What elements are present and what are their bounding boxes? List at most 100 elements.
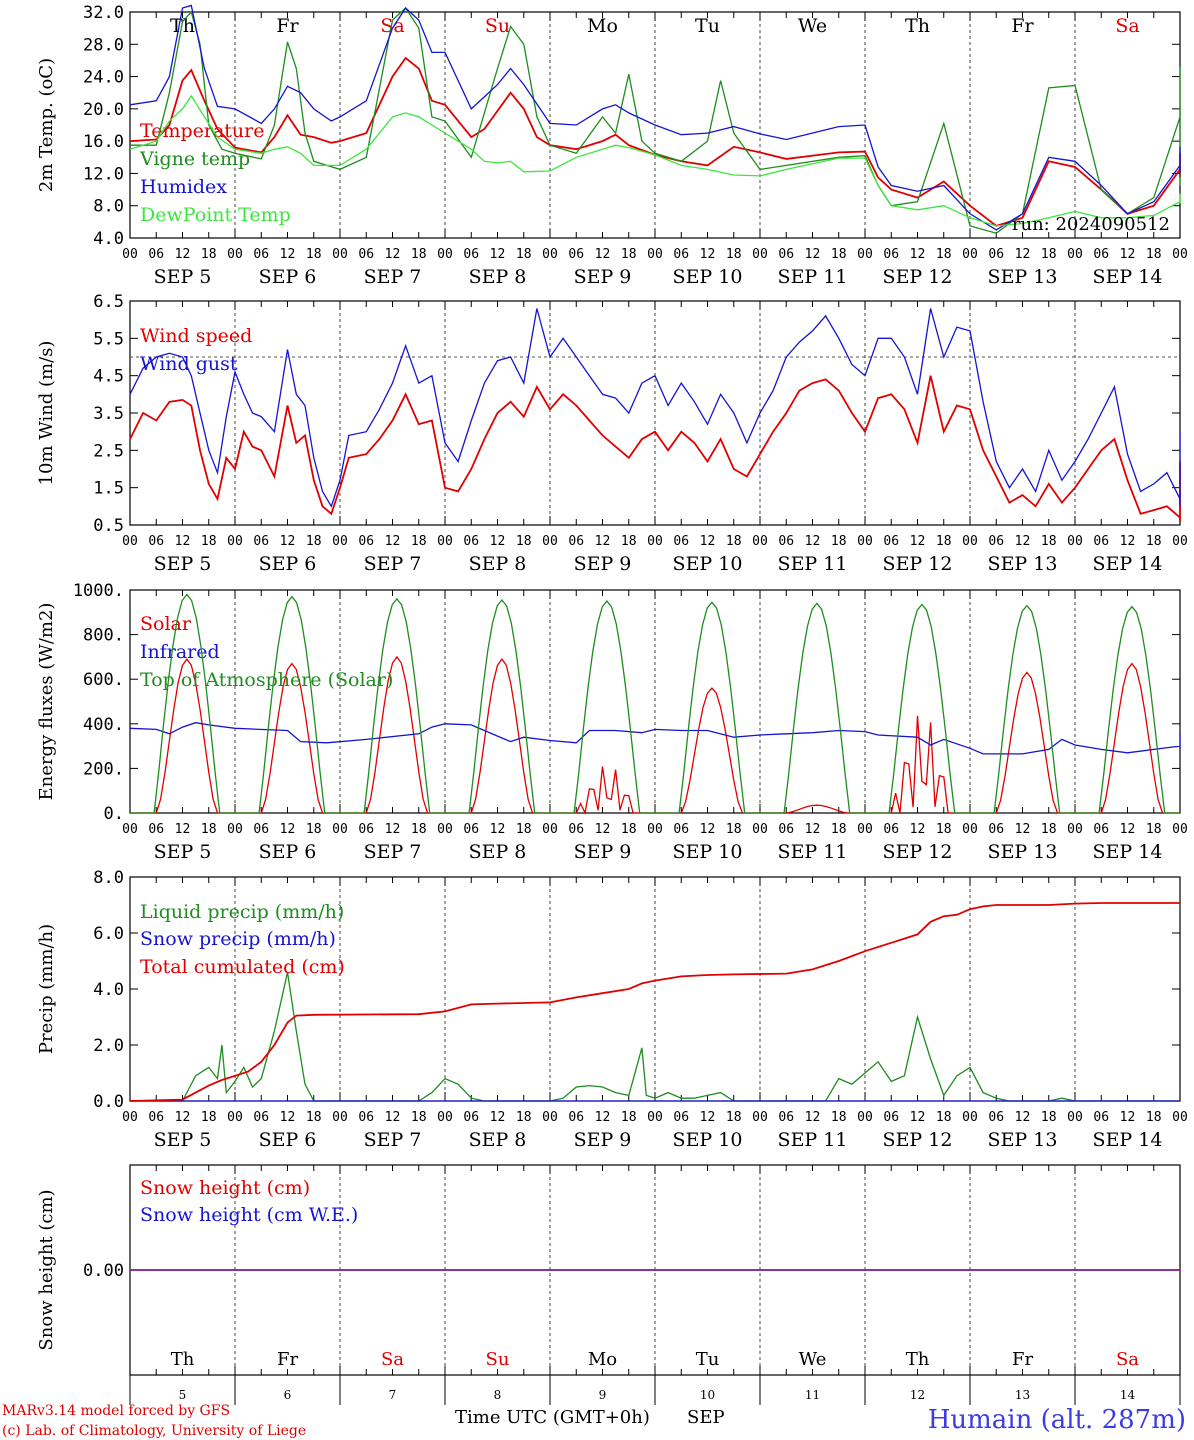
legend-entry: Liquid precip (mm/h) bbox=[140, 901, 344, 923]
hour-tick-label: 06 bbox=[463, 822, 479, 837]
hour-tick-label: 12 bbox=[700, 247, 716, 262]
hour-tick-label: 00 bbox=[1172, 534, 1188, 549]
hour-tick-label: 00 bbox=[437, 1110, 453, 1125]
day-number: 14 bbox=[1120, 1388, 1136, 1402]
hour-tick-label: 00 bbox=[647, 247, 663, 262]
hour-tick-label: 12 bbox=[595, 534, 611, 549]
hour-tick-label: 12 bbox=[490, 534, 506, 549]
hour-tick-label: 12 bbox=[805, 1110, 821, 1125]
hour-tick-label: 18 bbox=[306, 247, 322, 262]
hour-tick-label: 18 bbox=[411, 1110, 427, 1125]
hour-tick-label: 06 bbox=[1093, 1110, 1109, 1125]
hour-tick-label: 12 bbox=[595, 1110, 611, 1125]
hour-tick-label: 12 bbox=[595, 247, 611, 262]
day-name: Sa bbox=[381, 1349, 404, 1370]
hour-tick-label: 00 bbox=[437, 247, 453, 262]
y-tick-label: 400. bbox=[83, 715, 124, 735]
hour-tick-label: 18 bbox=[201, 1110, 217, 1125]
panel-3: 0. 200. 400. 600. 800. 1000. Energy fluxes (W/… bbox=[36, 581, 1188, 863]
hour-tick-label: 00 bbox=[962, 822, 978, 837]
legend-entry: Infrared bbox=[140, 641, 220, 663]
y-tick-label: 8.0 bbox=[93, 197, 124, 217]
hour-tick-label: 00 bbox=[542, 822, 558, 837]
hour-tick-label: 06 bbox=[358, 1110, 374, 1125]
hour-tick-label: 18 bbox=[726, 534, 742, 549]
y-tick-label: 28.0 bbox=[83, 35, 124, 55]
hour-tick-label: 12 bbox=[1120, 247, 1136, 262]
hour-tick-label: 06 bbox=[1093, 822, 1109, 837]
hour-tick-label: 00 bbox=[122, 534, 138, 549]
hour-tick-label: 06 bbox=[883, 534, 899, 549]
station-name: Humain (alt. 287m) bbox=[928, 1405, 1186, 1435]
hour-tick-label: 06 bbox=[358, 534, 374, 549]
hour-tick-label: 12 bbox=[910, 822, 926, 837]
hour-tick-label: 18 bbox=[831, 1110, 847, 1125]
hour-tick-label: 00 bbox=[542, 247, 558, 262]
hour-tick-label: 12 bbox=[175, 247, 191, 262]
y-tick-label: 3.5 bbox=[93, 404, 124, 424]
hour-tick-label: 06 bbox=[778, 1110, 794, 1125]
hour-tick-label: 00 bbox=[1067, 247, 1083, 262]
hour-tick-label: 12 bbox=[280, 534, 296, 549]
hour-tick-label: 06 bbox=[148, 534, 164, 549]
day-name: Th bbox=[905, 15, 930, 37]
legend-entry: Wind speed bbox=[140, 325, 252, 347]
hour-tick-label: 06 bbox=[148, 1110, 164, 1125]
y-tick-label: 5.5 bbox=[93, 329, 124, 349]
date-label: SEP 14 bbox=[1093, 841, 1163, 863]
y-axis-title: 10m Wind (m/s) bbox=[36, 341, 57, 486]
hour-tick-label: 12 bbox=[490, 1110, 506, 1125]
hour-tick-label: 06 bbox=[148, 822, 164, 837]
hour-tick-label: 18 bbox=[201, 534, 217, 549]
legend-entry: Total cumulated (cm) bbox=[140, 956, 345, 978]
hour-tick-label: 18 bbox=[831, 822, 847, 837]
hour-tick-label: 18 bbox=[831, 534, 847, 549]
day-number: 5 bbox=[179, 1388, 187, 1402]
legend-entry: DewPoint Temp bbox=[140, 204, 291, 226]
series-line-1 bbox=[129, 308, 1181, 508]
hour-tick-label: 00 bbox=[227, 534, 243, 549]
panel-2: 0.5 1.5 2.5 3.5 4.5 5.5 6.5 10m Wind (m/s) Wind … bbox=[36, 292, 1188, 575]
hour-tick-label: 18 bbox=[1041, 1110, 1057, 1125]
date-label: SEP 5 bbox=[154, 1129, 212, 1151]
hour-tick-label: 12 bbox=[1015, 822, 1031, 837]
date-label: SEP 13 bbox=[988, 1129, 1058, 1151]
hour-tick-label: 18 bbox=[1041, 534, 1057, 549]
y-tick-label: 4.5 bbox=[93, 367, 124, 387]
hour-tick-label: 18 bbox=[306, 822, 322, 837]
hour-tick-label: 18 bbox=[831, 247, 847, 262]
hour-tick-label: 06 bbox=[253, 247, 269, 262]
hour-tick-label: 06 bbox=[673, 534, 689, 549]
hour-tick-label: 18 bbox=[1146, 822, 1162, 837]
y-tick-label: 1000. bbox=[73, 581, 124, 601]
hour-tick-label: 06 bbox=[778, 247, 794, 262]
day-number: 13 bbox=[1015, 1388, 1030, 1402]
hour-tick-label: 06 bbox=[673, 822, 689, 837]
hour-tick-label: 12 bbox=[1015, 534, 1031, 549]
y-tick-label: 12.0 bbox=[83, 164, 124, 184]
hour-tick-label: 18 bbox=[1041, 247, 1057, 262]
hour-tick-label: 18 bbox=[411, 534, 427, 549]
y-tick-label: 2.0 bbox=[93, 1036, 124, 1056]
hour-tick-label: 18 bbox=[306, 1110, 322, 1125]
date-label: SEP 9 bbox=[574, 1129, 632, 1151]
hour-tick-label: 00 bbox=[332, 1110, 348, 1125]
date-label: SEP 12 bbox=[883, 553, 953, 575]
hour-tick-label: 06 bbox=[988, 822, 1004, 837]
legend-entry: Snow precip (mm/h) bbox=[140, 928, 336, 950]
day-number: 12 bbox=[910, 1388, 925, 1402]
date-label: SEP 13 bbox=[988, 841, 1058, 863]
date-label: SEP 6 bbox=[259, 266, 317, 288]
y-tick-label: 24.0 bbox=[83, 68, 124, 88]
y-tick-label: 4.0 bbox=[93, 229, 124, 249]
y-tick-label: 0.0 bbox=[93, 1092, 124, 1112]
y-tick-label: 2.5 bbox=[93, 441, 124, 461]
hour-tick-label: 06 bbox=[253, 1110, 269, 1125]
hour-tick-label: 00 bbox=[122, 1110, 138, 1125]
hour-tick-label: 06 bbox=[988, 247, 1004, 262]
date-label: SEP 13 bbox=[988, 553, 1058, 575]
day-name: We bbox=[799, 1349, 827, 1370]
day-number: 6 bbox=[284, 1388, 292, 1402]
date-label: SEP 7 bbox=[364, 841, 422, 863]
